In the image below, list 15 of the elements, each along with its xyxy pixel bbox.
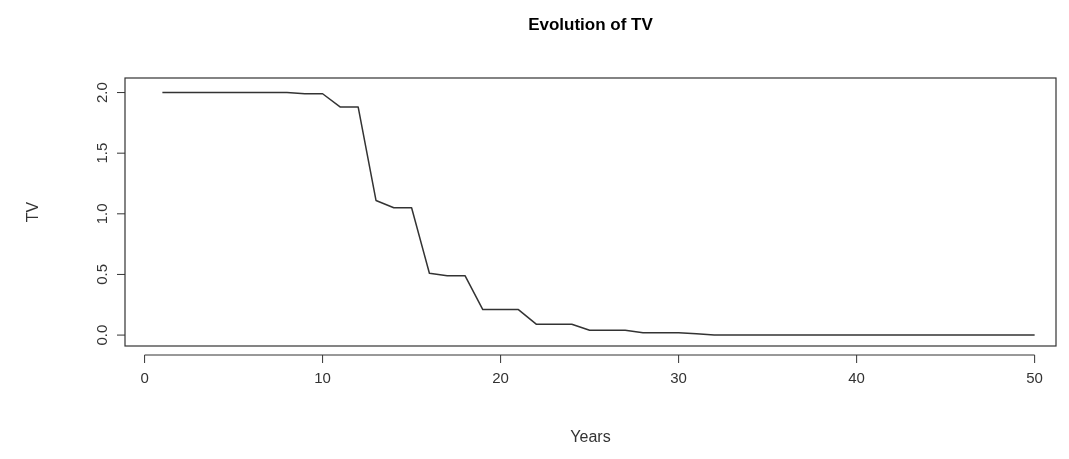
y-axis-title: TV [24, 201, 41, 223]
line-series [161, 91, 1036, 336]
x-tick-label: 0 [140, 369, 149, 386]
y-tick-label: 0.5 [93, 264, 110, 285]
y-tick-label: 1.0 [93, 203, 110, 225]
x-tick-label: 50 [1026, 369, 1043, 386]
x-tick-label: 30 [670, 369, 687, 386]
chart-title: Evolution of TV [528, 15, 654, 34]
x-axis-title: Years [570, 428, 611, 445]
x-tick-label: 40 [848, 369, 865, 386]
y-tick-label: 1.5 [93, 142, 110, 164]
x-tick-label: 10 [314, 369, 331, 386]
x-tick-label: 20 [492, 369, 509, 386]
y-tick-label: 2.0 [93, 82, 110, 103]
y-tick-label: 0.0 [93, 324, 110, 346]
